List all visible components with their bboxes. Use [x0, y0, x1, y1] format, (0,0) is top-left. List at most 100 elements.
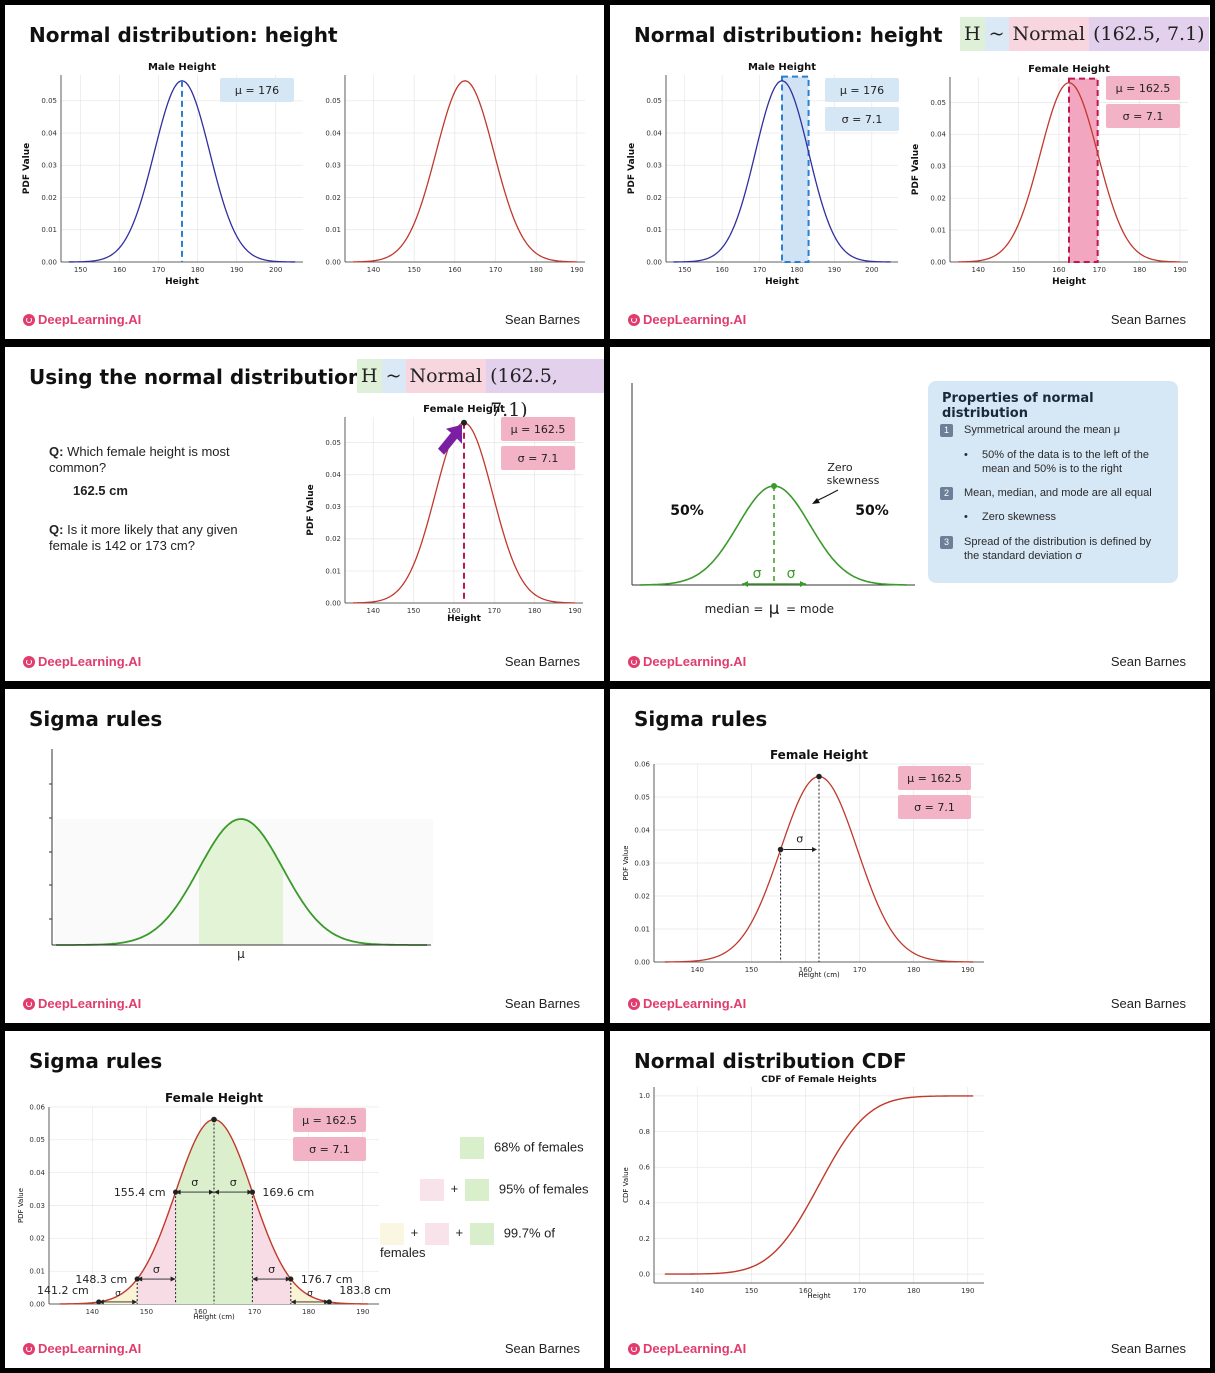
sigma-label: σ [796, 833, 803, 846]
brand-text: DeepLearning.AI [643, 654, 747, 669]
x-tick-label: 180 [907, 1287, 920, 1295]
brand-text: DeepLearning.AI [38, 1341, 142, 1356]
peak-arrow [438, 424, 462, 455]
annotation-box [501, 446, 575, 470]
legend-label: 99.7% of females [380, 1225, 556, 1260]
y-tick-label: 0.01 [325, 226, 341, 234]
x-tick-label: 140 [972, 266, 985, 274]
x-tick-label: 150 [745, 966, 758, 974]
sigma-band [1068, 77, 1099, 263]
x-tick-label: 140 [367, 607, 380, 615]
brand-logo: DeepLearning.AI [628, 996, 746, 1011]
y-tick-label: 0.01 [930, 226, 946, 234]
x-tick-label: 150 [140, 1308, 153, 1316]
chart-canvas: 140 150 160 170 180 190 0.0 0.2 0.4 0.6 0.8 1.0 CDF … [622, 1075, 984, 1300]
slide-title: Sigma rules [29, 707, 163, 731]
chart-title: CDF of Female Heights [761, 1075, 876, 1085]
chart-canvas: μ [49, 749, 433, 961]
property-3: 3 Spread of the distribution is defined b… [940, 535, 1164, 563]
pdf-curve [673, 80, 891, 263]
x-tick-label: 180 [302, 1308, 315, 1316]
y-tick-label: 0.0 [639, 1270, 650, 1278]
x-tick-label: 170 [753, 266, 766, 274]
one-sigma-area [199, 819, 283, 945]
slide-title: Normal distribution: height [634, 23, 943, 47]
legend-swatch [460, 1137, 484, 1159]
sigma-arrowhead [812, 847, 817, 853]
y-tick-label: 0.01 [325, 567, 341, 575]
x-tick-label: 150 [407, 607, 420, 615]
brand-icon [628, 313, 640, 326]
y-tick-label: 0.03 [41, 162, 57, 170]
brand-logo: DeepLearning.AI [23, 312, 141, 327]
height-mark-label: 155.4 cm [114, 1186, 166, 1199]
slide-title: Using the normal distribution [29, 365, 363, 389]
chart-title: Female Height [423, 404, 505, 415]
property-2-sub: • Zero skewness [964, 510, 1162, 524]
q2-label: Q: [49, 522, 64, 537]
peak-point [771, 483, 777, 489]
question-2: Q: Is it more likely that any given fema… [49, 522, 269, 554]
y-tick-label: 0.02 [634, 892, 650, 900]
y-tick-label: 0.05 [29, 1136, 45, 1144]
eq-h: H [960, 17, 985, 51]
annotation-box [825, 107, 899, 131]
height-mark-label: 141.2 cm [37, 1284, 89, 1297]
x-tick-label: 170 [248, 1308, 261, 1316]
pdf-curve [353, 80, 577, 263]
annotation-label: μ = 176 [840, 84, 884, 97]
y-tick-label: 0.4 [639, 1199, 651, 1207]
y-tick-label: 0.05 [930, 99, 946, 107]
bullet: • [964, 511, 968, 523]
slide-6: Sigma rules 140 150 160 170 180 190 0.00 0.01 0.… [610, 689, 1210, 1023]
legend-label: 68% of females [494, 1139, 584, 1155]
x-tick-label: 140 [86, 1308, 99, 1316]
property-number: 3 [940, 536, 953, 549]
chart-canvas: 140 150 160 170 180 190 0.00 0.01 0.02 0.03 0.04 0.… [17, 1091, 391, 1321]
x-tick-label: 170 [488, 607, 501, 615]
property-text: Mean, median, and mode are all equal [964, 487, 1152, 499]
right-percent: 50% [855, 503, 889, 519]
x-tick-label: 140 [367, 266, 380, 274]
annotation-box [898, 795, 971, 819]
y-tick-label: 0.02 [325, 535, 341, 543]
x-axis-label: Height [1052, 277, 1087, 287]
pdf-curve [958, 82, 1180, 263]
y-axis-label: CDF Value [622, 1167, 630, 1203]
sigma-label: σ [230, 1176, 237, 1189]
y-tick-label: 0.05 [325, 439, 341, 447]
properties-box: Properties of normal distribution 1 Symme… [928, 381, 1178, 583]
chart-title: Female Height [165, 1091, 263, 1105]
x-tick-label: 200 [865, 266, 878, 274]
properties-heading: Properties of normal distribution [942, 391, 1094, 421]
slide-7: Sigma rules 140 150 160 170 180 190 0.00 0.01 0.… [5, 1031, 604, 1368]
x-tick-label: 180 [191, 266, 204, 274]
brand-text: DeepLearning.AI [38, 654, 142, 669]
sigma-point [172, 1189, 179, 1195]
eq-tilde: ~ [381, 359, 406, 393]
x-tick-label: 160 [799, 966, 812, 974]
height-mark-label: 169.6 cm [262, 1186, 314, 1199]
left-percent: 50% [670, 503, 704, 519]
slide-title: Normal distribution CDF [634, 1049, 907, 1073]
legend-label: 95% of females [498, 1181, 589, 1197]
x-tick-label: 180 [1133, 266, 1146, 274]
x-tick-label: 160 [715, 266, 728, 274]
annotation-box [293, 1137, 366, 1161]
y-tick-label: 0.00 [634, 958, 650, 966]
brand-logo: DeepLearning.AI [23, 1341, 141, 1356]
brand-text: DeepLearning.AI [38, 312, 142, 327]
chart-canvas: 150 160 170 180 190 200 0.00 0.01 0.02 0.03 0.04 0.… [627, 62, 1188, 287]
three-sigma-area-right [290, 1279, 330, 1304]
annotation-label: σ = 7.1 [914, 801, 955, 814]
height-mark-label: 148.3 cm [75, 1273, 127, 1286]
y-tick-label: 0.04 [325, 129, 341, 137]
y-tick-label: 0.02 [41, 194, 57, 202]
y-tick-label: 0.02 [646, 194, 662, 202]
chart-title: Female Height [770, 748, 868, 762]
y-tick-label: 0.2 [639, 1235, 650, 1243]
x-tick-label: 180 [529, 266, 542, 274]
sigma-label: σ [268, 1263, 275, 1276]
x-tick-label: 150 [74, 266, 87, 274]
legend-68: 68% of females [460, 1137, 584, 1159]
